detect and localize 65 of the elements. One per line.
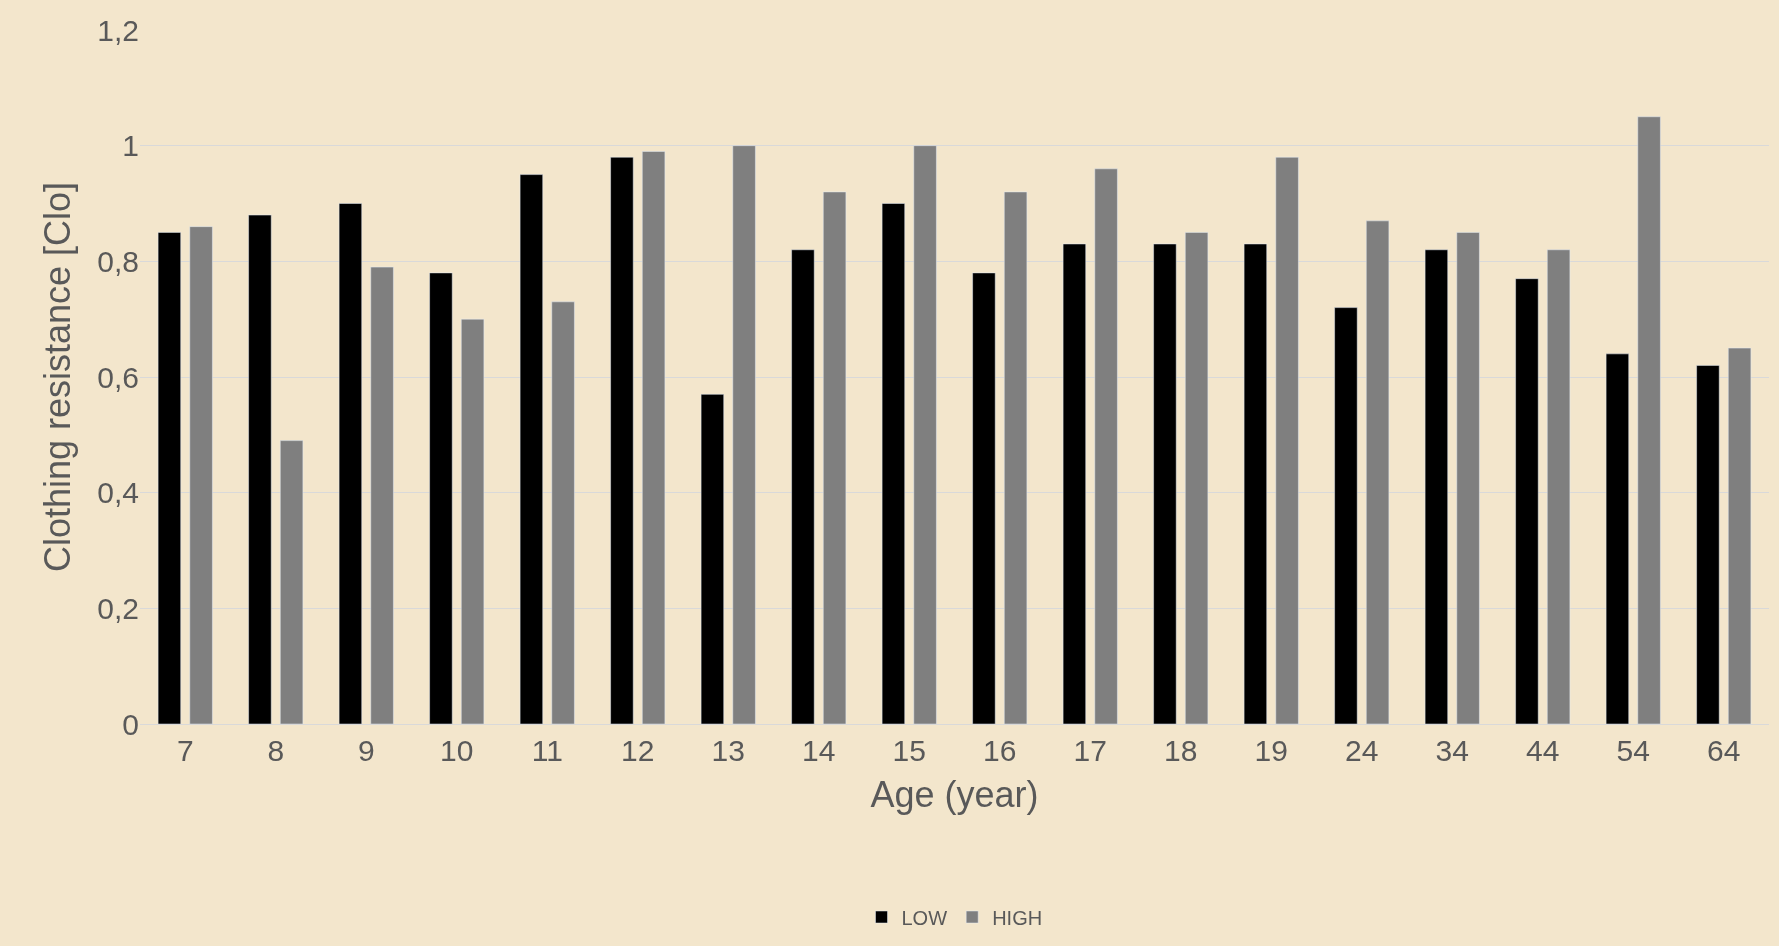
x-tick-label: 44 [1526,734,1560,767]
bar [1696,365,1720,724]
x-tick-label: 64 [1707,734,1741,767]
y-tick-label: 0,8 [97,244,139,278]
x-tick-label: 10 [440,734,474,767]
bar [1185,232,1209,724]
x-tick-label: 15 [892,734,926,767]
x-tick-label: 19 [1254,734,1288,767]
x-tick-label: 54 [1616,734,1650,767]
y-tick-label: 0,4 [97,476,139,510]
bar [1547,249,1571,724]
y-axis-title: Clothing resistance [Clo] [37,181,79,573]
bar [823,191,847,724]
bar [461,318,485,724]
bar [248,214,272,724]
x-tick-label: 17 [1073,734,1107,767]
x-tick-label: 24 [1345,734,1379,767]
bar [791,249,815,724]
bar [1366,220,1390,724]
x-tick-label: 16 [983,734,1017,767]
bar [1062,243,1086,724]
x-tick-label: 8 [267,734,285,767]
y-tick-label: 0 [122,707,139,741]
bar [1728,347,1752,724]
bar [280,440,304,724]
y-tick-label: 0,2 [97,591,139,625]
bar [913,145,937,724]
y-tick-label: 1,2 [97,13,139,47]
bar [1004,191,1028,724]
x-tick-label: 18 [1164,734,1198,767]
bar [610,156,634,724]
bar [700,394,724,724]
bar [1605,353,1629,724]
bar [189,226,213,724]
bar [429,272,453,724]
bar [1515,278,1539,724]
bar [972,272,996,724]
bar [1153,243,1177,724]
bar [1637,116,1661,724]
x-tick-label: 11 [531,734,563,767]
x-tick-label: 9 [357,734,375,767]
x-axis-title: Age (year) [870,773,1039,815]
bar [1424,249,1448,724]
legend-label: HIGH [992,906,1043,929]
bar [881,203,905,724]
x-tick-label: 12 [621,734,655,767]
legend-label: LOW [901,906,948,929]
y-tick-label: 1 [122,129,139,163]
x-tick-label: 7 [176,734,194,767]
bar [338,203,362,724]
bar [157,232,181,724]
bar [1094,168,1118,724]
x-tick-label: 14 [802,734,836,767]
bar [1275,156,1299,724]
bar [519,174,543,724]
bar [370,266,394,724]
bar [551,301,575,724]
bar [732,145,756,724]
y-tick-label: 0,6 [97,360,139,394]
x-tick-label: 34 [1435,734,1469,767]
bar [1456,232,1480,724]
x-tick-label: 13 [711,734,745,767]
bar [1334,307,1358,724]
bar [642,151,666,724]
bar [1243,243,1267,724]
